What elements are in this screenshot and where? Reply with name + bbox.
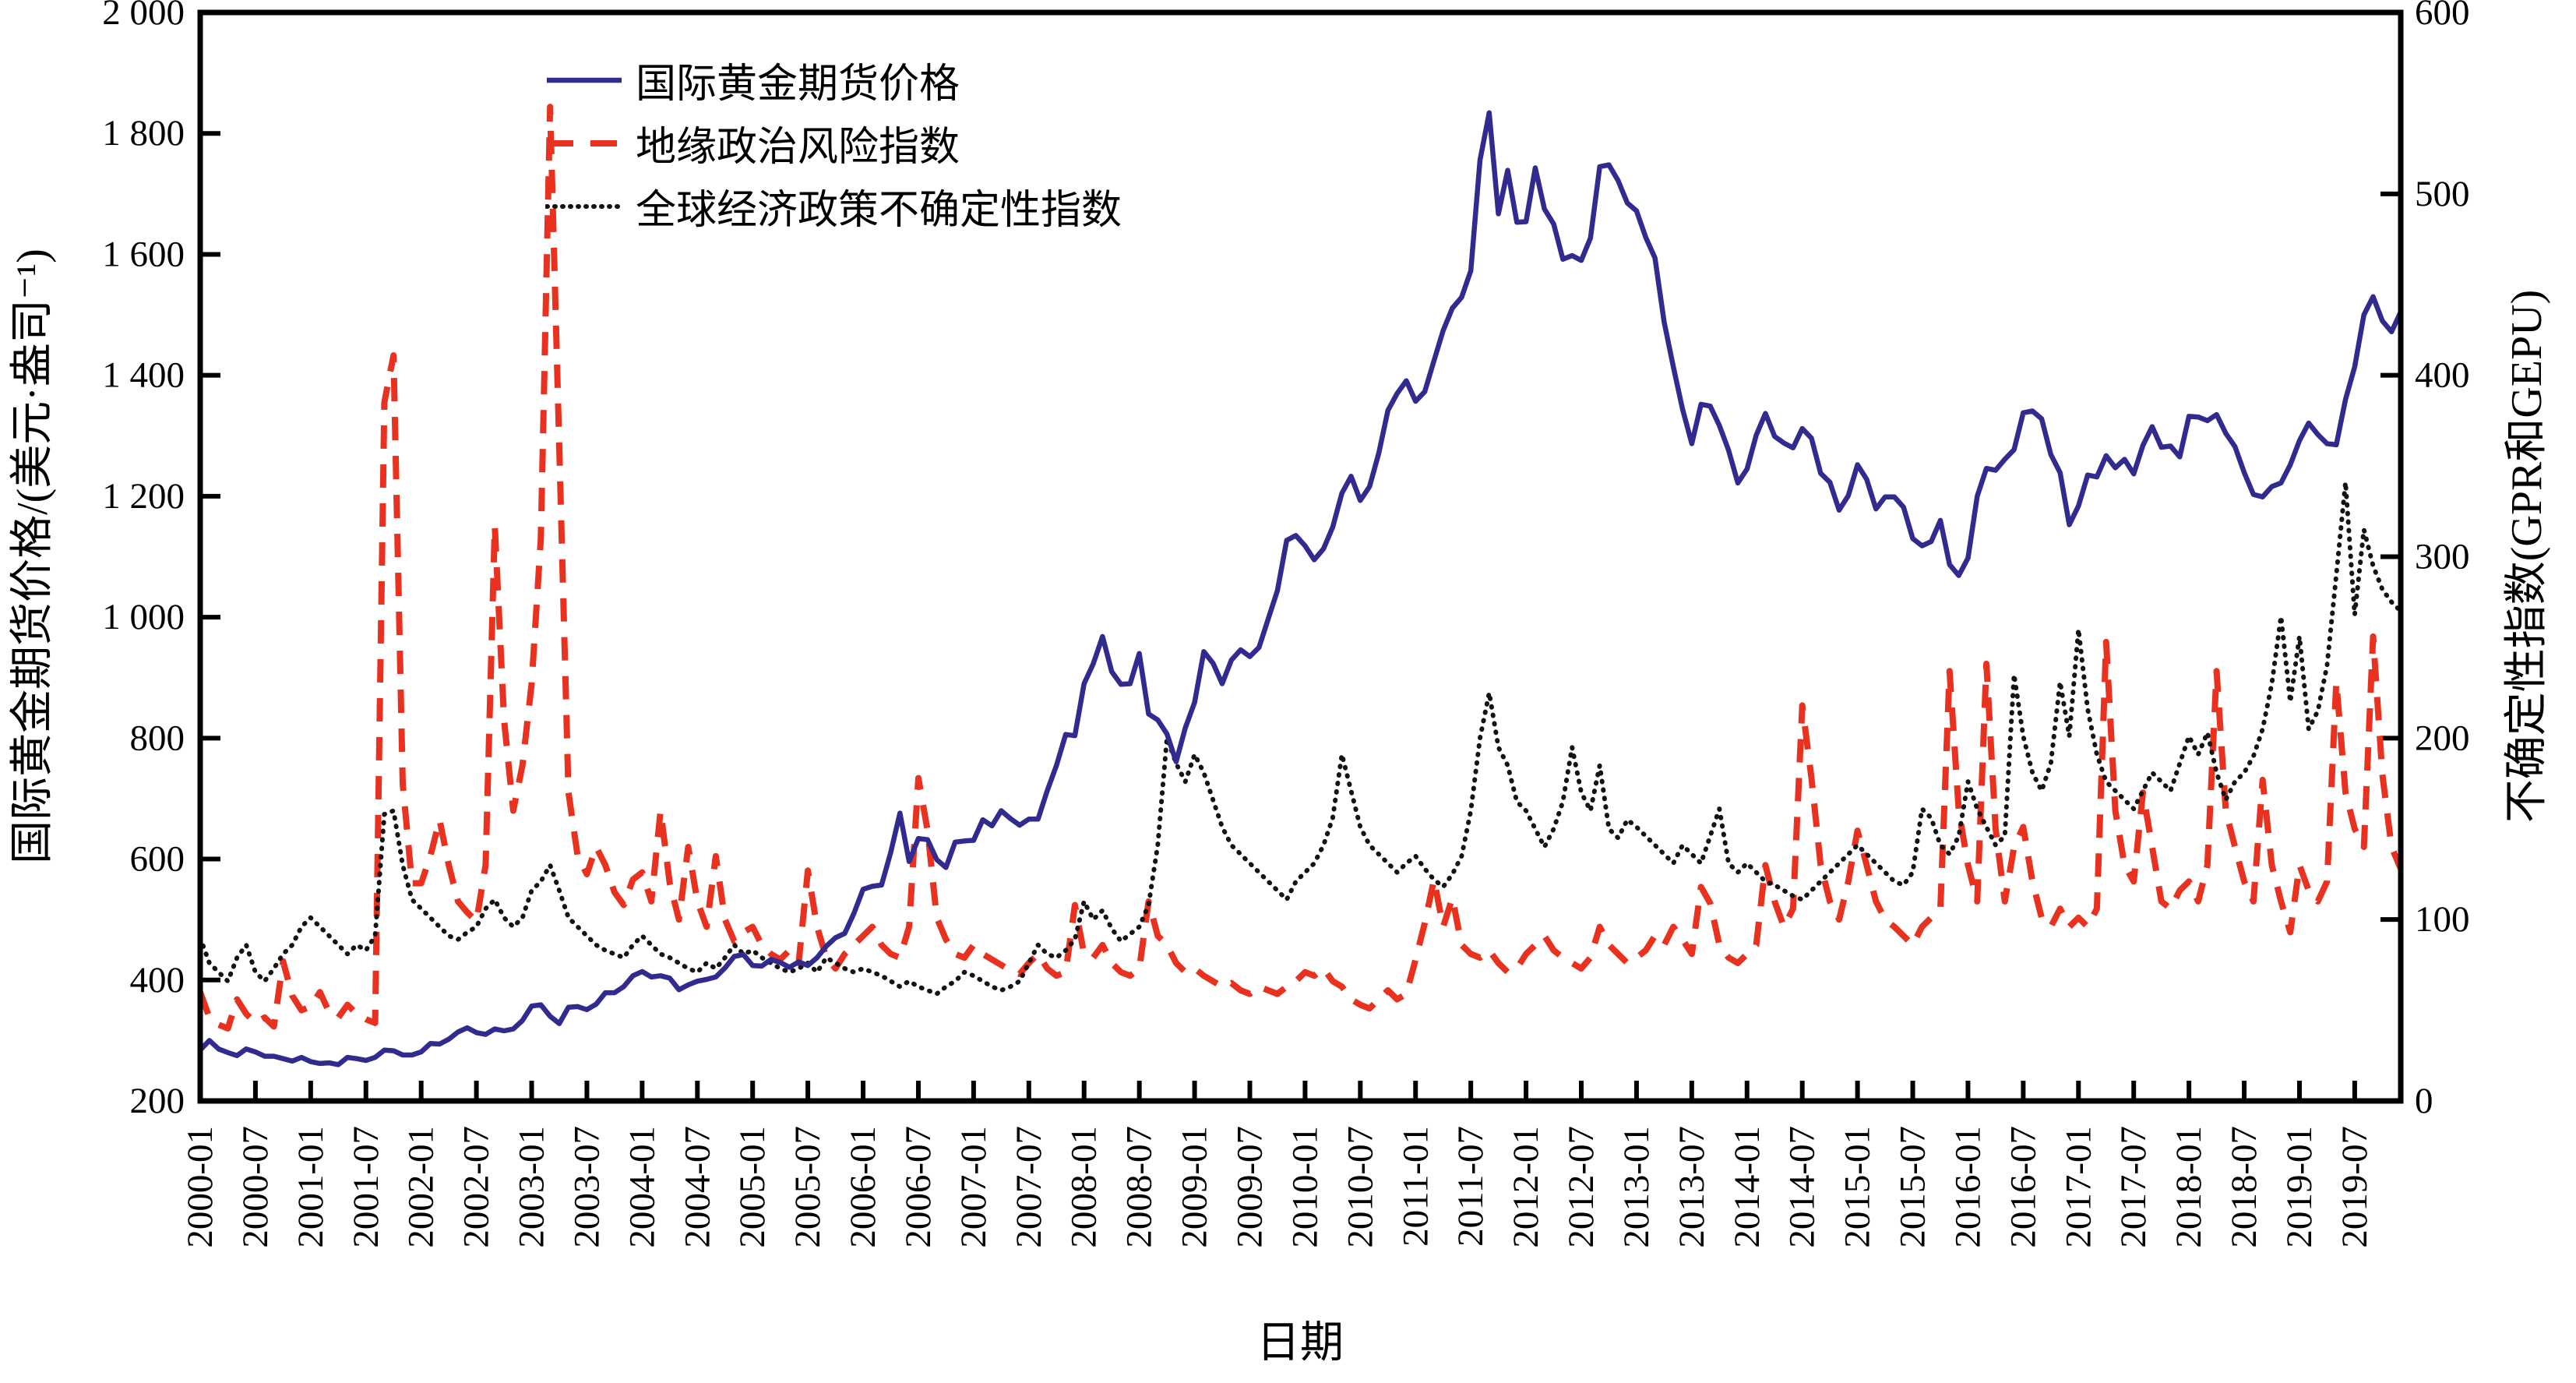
series-gold-line (198, 110, 2403, 1067)
y-right-tick-label: 500 (2415, 174, 2470, 214)
x-tick-label: 2008-01 (1064, 1126, 1105, 1248)
y-left-tick-label: 1 800 (102, 113, 185, 153)
x-tick-label: 2015-07 (1893, 1126, 1933, 1248)
legend-label-gepu: 全球经济政策不确定性指数 (636, 189, 1122, 233)
x-tick-label: 2015-01 (1838, 1126, 1878, 1248)
x-tick-label: 2009-01 (1175, 1126, 1215, 1248)
y-left-tick-label: 200 (130, 1081, 185, 1121)
x-tick-label: 2014-07 (1782, 1126, 1823, 1248)
plot-area: 200 400 600 800 1 000 1 200 1 400 1 600 1 800 2 0… (102, 0, 2469, 1248)
y-left-tick-label: 1 200 (102, 476, 185, 517)
axes-box (197, 9, 2404, 1104)
y-left-tick-label: 2 000 (102, 0, 185, 33)
y-left-tick-label: 1 600 (102, 234, 185, 274)
x-tick-label: 2000-07 (235, 1126, 276, 1248)
x-tick-label: 2009-07 (1229, 1126, 1270, 1248)
legend-line-dotted-icon (545, 203, 623, 209)
x-tick-label: 2002-07 (456, 1126, 497, 1248)
x-tick-label: 2018-01 (2169, 1126, 2209, 1248)
x-tick-label: 2016-07 (2003, 1126, 2043, 1248)
x-tick-label: 2018-07 (2224, 1126, 2264, 1248)
x-tick-label: 2010-01 (1284, 1126, 1325, 1248)
x-tick-label: 2004-07 (677, 1126, 717, 1248)
x-tick-label: 2016-01 (1947, 1126, 1988, 1248)
x-tick-label: 2011-07 (1450, 1126, 1491, 1247)
y-right-tick-label: 100 (2415, 899, 2470, 940)
x-tick-label: 2012-07 (1561, 1126, 1602, 1248)
x-tick-label: 2010-07 (1340, 1126, 1380, 1248)
x-tick-label: 2017-01 (2058, 1126, 2099, 1248)
y-left-tick-label: 1 400 (102, 355, 185, 396)
x-tick-label: 2012-01 (1506, 1126, 1546, 1248)
x-tick-label: 2003-07 (566, 1126, 607, 1248)
y-axis-right-title: 不确定性指数(GPR和GEPU) (2503, 290, 2551, 823)
x-tick-label: 2007-07 (1009, 1126, 1049, 1248)
x-tick-label: 2017-07 (2113, 1126, 2154, 1248)
y-left-tick-label: 600 (130, 839, 185, 880)
x-tick-label: 2000-01 (180, 1126, 220, 1248)
legend-label-gold-price: 国际黄金期货价格 (636, 62, 960, 107)
x-tick-label: 2005-07 (788, 1126, 828, 1248)
x-tick-label: 2006-07 (898, 1126, 939, 1248)
x-tick-label: 2007-01 (953, 1126, 994, 1248)
legend-item-gepu: 全球经济政策不确定性指数 (545, 175, 1122, 238)
y-right-tick-label: 0 (2415, 1081, 2433, 1121)
y-left-tick-label: 1 000 (102, 597, 185, 637)
x-tick-label: 2005-01 (732, 1126, 773, 1248)
x-tick-label: 2013-01 (1616, 1126, 1657, 1248)
series-gepu-line (198, 480, 2403, 997)
legend-item-gold-price: 国际黄金期货价格 (545, 48, 1122, 111)
legend-line-dashed-icon (547, 139, 622, 146)
y-right-tick-label: 200 (2415, 718, 2470, 758)
x-tick-label: 2019-01 (2279, 1126, 2320, 1248)
x-tick-label: 2006-01 (843, 1126, 883, 1248)
series-gpr-line (197, 104, 2404, 1032)
y-right-tick-label: 400 (2415, 355, 2470, 396)
x-tick-label: 2011-01 (1395, 1126, 1436, 1247)
x-tick-label: 2002-01 (401, 1126, 442, 1248)
y-right-tick-label: 600 (2415, 0, 2470, 33)
x-tick-label: 2013-07 (1672, 1126, 1712, 1248)
legend-line-solid-icon (547, 77, 622, 83)
y-right-tick-label: 300 (2415, 537, 2470, 577)
x-tick-label: 2001-07 (346, 1126, 386, 1248)
legend: 国际黄金期货价格 地缘政治风险指数 全球经济政策不确定性指数 (545, 48, 1122, 238)
x-tick-label: 2003-01 (512, 1126, 552, 1248)
x-tick-label: 2014-01 (1727, 1126, 1767, 1248)
x-tick-label: 2008-07 (1119, 1126, 1160, 1248)
x-axis-title: 日期 (1256, 1319, 1344, 1367)
y-left-tick-label: 400 (130, 960, 185, 1000)
x-tick-label: 2001-01 (291, 1126, 331, 1248)
y-left-tick-label: 800 (130, 718, 185, 758)
legend-item-gpr: 地缘政治风险指数 (545, 111, 1122, 175)
y-axis-left-title: 国际黄金期货价格/(美元·盎司⁻¹) (9, 249, 57, 864)
x-tick-label: 2004-01 (622, 1126, 662, 1248)
x-tick-label: 2019-07 (2335, 1126, 2375, 1248)
legend-label-gpr: 地缘政治风险指数 (636, 125, 960, 170)
